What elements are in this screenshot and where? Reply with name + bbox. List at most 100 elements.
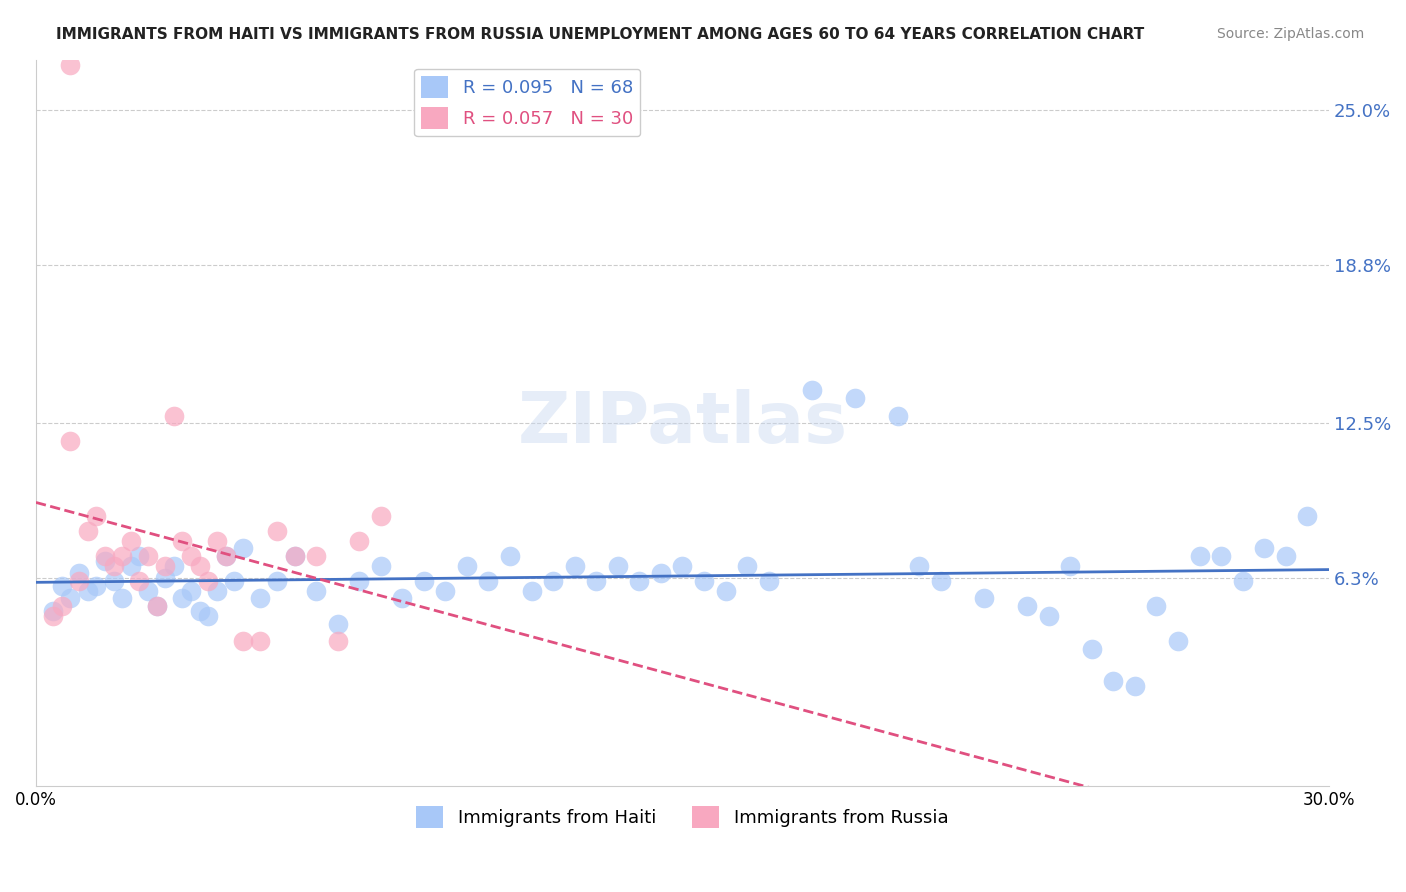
Point (1253, 541, 1275, 556)
Point (76, 584, 98, 599)
Point (249, 591, 271, 606)
Point (1102, 674, 1125, 689)
Point (232, 541, 254, 556)
Point (197, 574, 219, 588)
Point (564, 558, 586, 573)
Point (844, 391, 866, 405)
Point (180, 549, 202, 563)
Point (671, 558, 693, 573)
Point (163, 558, 186, 573)
Point (214, 549, 236, 563)
Point (1059, 558, 1081, 573)
Point (94, 549, 117, 563)
Point (1275, 549, 1298, 563)
Point (59, 591, 82, 606)
Point (758, 574, 780, 588)
Point (42, 604, 65, 618)
Point (155, 558, 177, 573)
Point (120, 533, 142, 548)
Point (51, 579, 73, 593)
Point (136, 549, 159, 563)
Point (1017, 599, 1039, 613)
Point (973, 591, 995, 606)
Point (305, 549, 328, 563)
Point (188, 558, 211, 573)
Point (224, 574, 246, 588)
Point (1081, 641, 1104, 656)
Point (1167, 634, 1189, 648)
Point (145, 599, 167, 613)
Point (541, 574, 564, 588)
Point (347, 574, 370, 588)
Point (205, 533, 228, 548)
Point (456, 558, 478, 573)
Point (59, 434, 82, 448)
Point (214, 549, 236, 563)
Point (84, 579, 107, 593)
Point (1188, 549, 1211, 563)
Point (326, 634, 349, 648)
Point (305, 584, 328, 599)
Point (370, 558, 392, 573)
Point (76, 524, 98, 538)
Point (908, 558, 931, 573)
Point (180, 584, 202, 599)
Point (128, 574, 150, 588)
Point (232, 634, 254, 648)
Point (714, 584, 737, 599)
Point (520, 584, 543, 599)
Point (1296, 508, 1319, 523)
Point (84, 508, 107, 523)
Point (650, 566, 672, 581)
Point (585, 574, 607, 588)
Point (266, 524, 288, 538)
Point (197, 609, 219, 624)
Text: IMMIGRANTS FROM HAITI VS IMMIGRANTS FROM RUSSIA UNEMPLOYMENT AMONG AGES 60 TO 64: IMMIGRANTS FROM HAITI VS IMMIGRANTS FROM… (56, 27, 1144, 42)
Point (163, 409, 186, 423)
Point (172, 591, 194, 606)
Point (172, 533, 194, 548)
Point (1232, 574, 1254, 588)
Point (266, 574, 288, 588)
Point (693, 574, 716, 588)
Point (103, 558, 125, 573)
Point (434, 584, 457, 599)
Point (412, 574, 434, 588)
Point (735, 558, 758, 573)
Point (391, 591, 413, 606)
Point (283, 549, 305, 563)
Point (111, 591, 134, 606)
Point (477, 574, 499, 588)
Point (111, 549, 134, 563)
Point (103, 574, 125, 588)
Point (887, 409, 910, 423)
Point (606, 558, 628, 573)
Legend: Immigrants from Haiti, Immigrants from Russia: Immigrants from Haiti, Immigrants from R… (409, 799, 956, 836)
Point (283, 549, 305, 563)
Point (67, 566, 90, 581)
Point (1123, 679, 1146, 693)
Point (188, 604, 211, 618)
Point (120, 558, 142, 573)
Point (59, 57, 82, 71)
Point (205, 584, 228, 599)
Point (628, 574, 651, 588)
Point (1211, 549, 1233, 563)
Point (1146, 599, 1168, 613)
Point (51, 599, 73, 613)
Point (326, 616, 349, 631)
Point (347, 533, 370, 548)
Point (94, 554, 117, 568)
Point (249, 634, 271, 648)
Point (128, 549, 150, 563)
Point (1038, 609, 1060, 624)
Point (42, 609, 65, 624)
Text: ZIPatlas: ZIPatlas (517, 389, 848, 458)
Point (145, 599, 167, 613)
Point (929, 574, 952, 588)
Point (155, 571, 177, 585)
Point (499, 549, 522, 563)
Point (370, 508, 392, 523)
Text: Source: ZipAtlas.com: Source: ZipAtlas.com (1216, 27, 1364, 41)
Point (800, 384, 823, 398)
